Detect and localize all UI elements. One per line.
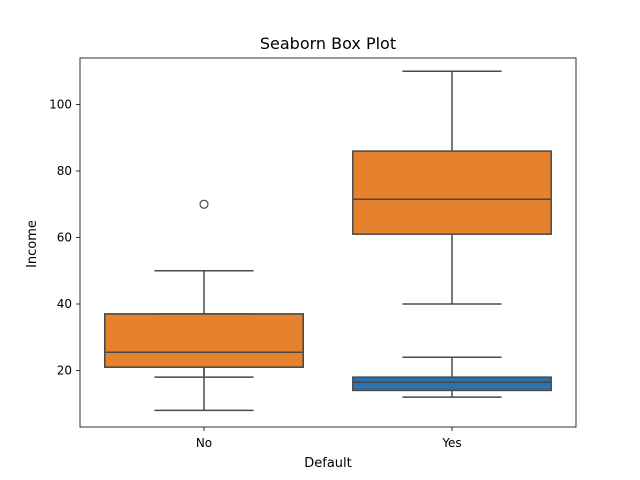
y-tick-label: 80 — [57, 164, 72, 178]
x-tick-label-no: No — [196, 436, 212, 450]
y-tick-label: 20 — [57, 363, 72, 377]
axes: 20 40 60 80 100 No Yes — [49, 57, 577, 450]
box-group-yes-2 — [352, 70, 552, 305]
y-tick-label: 60 — [57, 231, 72, 245]
plot-frame — [79, 57, 577, 428]
x-tick-label-yes: Yes — [441, 436, 461, 450]
chart-title: Seaborn Box Plot — [260, 34, 396, 53]
plot-area — [104, 70, 552, 412]
x-axis-label: Default — [304, 456, 352, 471]
box-iqr — [104, 313, 304, 368]
box-group-yes-3 — [352, 356, 552, 398]
outlier-point — [199, 199, 209, 209]
box-iqr — [352, 376, 552, 392]
y-tick-label: 40 — [57, 297, 72, 311]
box-group-no-1 — [104, 313, 304, 412]
box-iqr — [352, 150, 552, 235]
y-tick-label: 100 — [49, 98, 72, 112]
y-axis-label: Income — [25, 220, 40, 268]
